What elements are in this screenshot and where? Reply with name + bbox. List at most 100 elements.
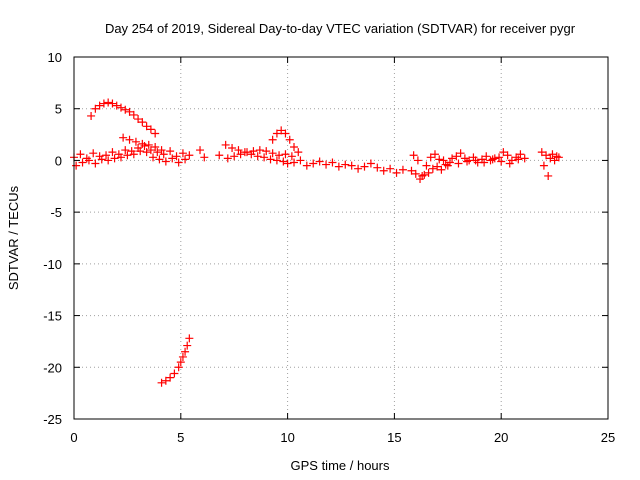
- y-tick-label: -10: [43, 257, 62, 272]
- data-point: [435, 155, 444, 164]
- data-point: [366, 159, 375, 168]
- data-point: [166, 147, 175, 156]
- data-point: [159, 150, 168, 159]
- data-point: [255, 146, 264, 155]
- data-point: [537, 148, 546, 157]
- series-late: [537, 148, 563, 180]
- data-point: [424, 168, 433, 177]
- data-point: [544, 171, 553, 180]
- data-point: [151, 142, 160, 151]
- data-point: [215, 151, 224, 160]
- data-point: [482, 152, 491, 161]
- data-point: [433, 162, 442, 171]
- data-point: [290, 142, 299, 151]
- data-point: [302, 161, 311, 170]
- data-point: [97, 155, 106, 164]
- data-point: [334, 162, 343, 171]
- x-axis-label: GPS time / hours: [291, 458, 390, 473]
- y-tick-label: -5: [50, 205, 62, 220]
- data-point: [84, 156, 93, 165]
- data-point: [91, 104, 100, 113]
- data-point: [279, 157, 288, 166]
- data-point: [398, 165, 407, 174]
- data-point: [116, 153, 125, 162]
- data-point: [420, 170, 429, 179]
- data-point: [503, 151, 512, 160]
- data-point: [140, 141, 149, 150]
- data-point: [123, 151, 132, 160]
- series-mid-day-upper: [223, 146, 296, 163]
- data-point: [95, 101, 104, 110]
- data-point: [439, 156, 448, 165]
- data-point: [104, 98, 113, 107]
- data-point: [480, 158, 489, 167]
- data-point: [347, 161, 356, 170]
- data-point: [178, 352, 187, 361]
- data-point: [221, 140, 230, 149]
- data-point: [322, 160, 331, 169]
- data-point: [548, 150, 557, 159]
- series-mid-day-hump: [268, 126, 303, 157]
- data-point: [121, 105, 130, 114]
- grid: [74, 57, 608, 419]
- data-point: [309, 159, 318, 168]
- data-point: [236, 150, 245, 159]
- data-point: [161, 157, 170, 166]
- data-point: [520, 154, 529, 163]
- data-point: [463, 157, 472, 166]
- data-point: [172, 152, 181, 161]
- data-point: [386, 164, 395, 173]
- y-tick-labels: -25 -20 -15 -10 -5 0 5 10: [43, 50, 62, 427]
- data-point: [176, 358, 185, 367]
- data-point: [161, 376, 170, 385]
- data-point: [72, 161, 81, 170]
- y-tick-label: 10: [48, 50, 62, 65]
- data-point: [266, 155, 275, 164]
- data-point: [142, 122, 151, 131]
- data-point: [290, 158, 299, 167]
- data-point: [411, 169, 420, 178]
- data-point: [281, 129, 290, 138]
- data-point: [287, 152, 296, 161]
- data-point: [497, 157, 506, 166]
- data-point: [146, 125, 155, 134]
- data-point: [430, 150, 439, 159]
- data-point: [230, 152, 239, 161]
- data-point: [178, 149, 187, 158]
- x-tick-label: 5: [177, 430, 184, 445]
- data-point: [170, 369, 179, 378]
- data-point: [413, 156, 422, 165]
- data-point: [138, 118, 147, 127]
- data-point: [151, 129, 160, 138]
- data-point: [129, 150, 138, 159]
- data-point: [249, 147, 258, 156]
- data-point: [196, 146, 205, 155]
- data-point: [228, 144, 237, 153]
- data-point: [129, 110, 138, 119]
- data-point: [428, 164, 437, 173]
- data-point: [104, 156, 113, 165]
- data-point: [495, 153, 504, 162]
- data-point: [110, 154, 119, 163]
- data-point: [407, 166, 416, 175]
- data-point: [542, 151, 551, 160]
- data-point: [223, 154, 232, 163]
- series-descending-link: [119, 133, 166, 155]
- data-point: [125, 107, 134, 116]
- data-point: [409, 151, 418, 160]
- data-point: [260, 153, 269, 162]
- data-point: [328, 158, 337, 167]
- data-point: [157, 146, 166, 155]
- series-mid-day: [196, 140, 407, 177]
- data-point: [99, 99, 108, 108]
- data-point: [174, 158, 183, 167]
- chart-title: Day 254 of 2019, Sidereal Day-to-day VTE…: [105, 21, 576, 36]
- data-point: [454, 159, 463, 168]
- data-point: [514, 155, 523, 164]
- data-point: [89, 149, 98, 158]
- data-point: [437, 165, 446, 174]
- data-point: [354, 164, 363, 173]
- data-point: [554, 153, 563, 162]
- data-point: [426, 153, 435, 162]
